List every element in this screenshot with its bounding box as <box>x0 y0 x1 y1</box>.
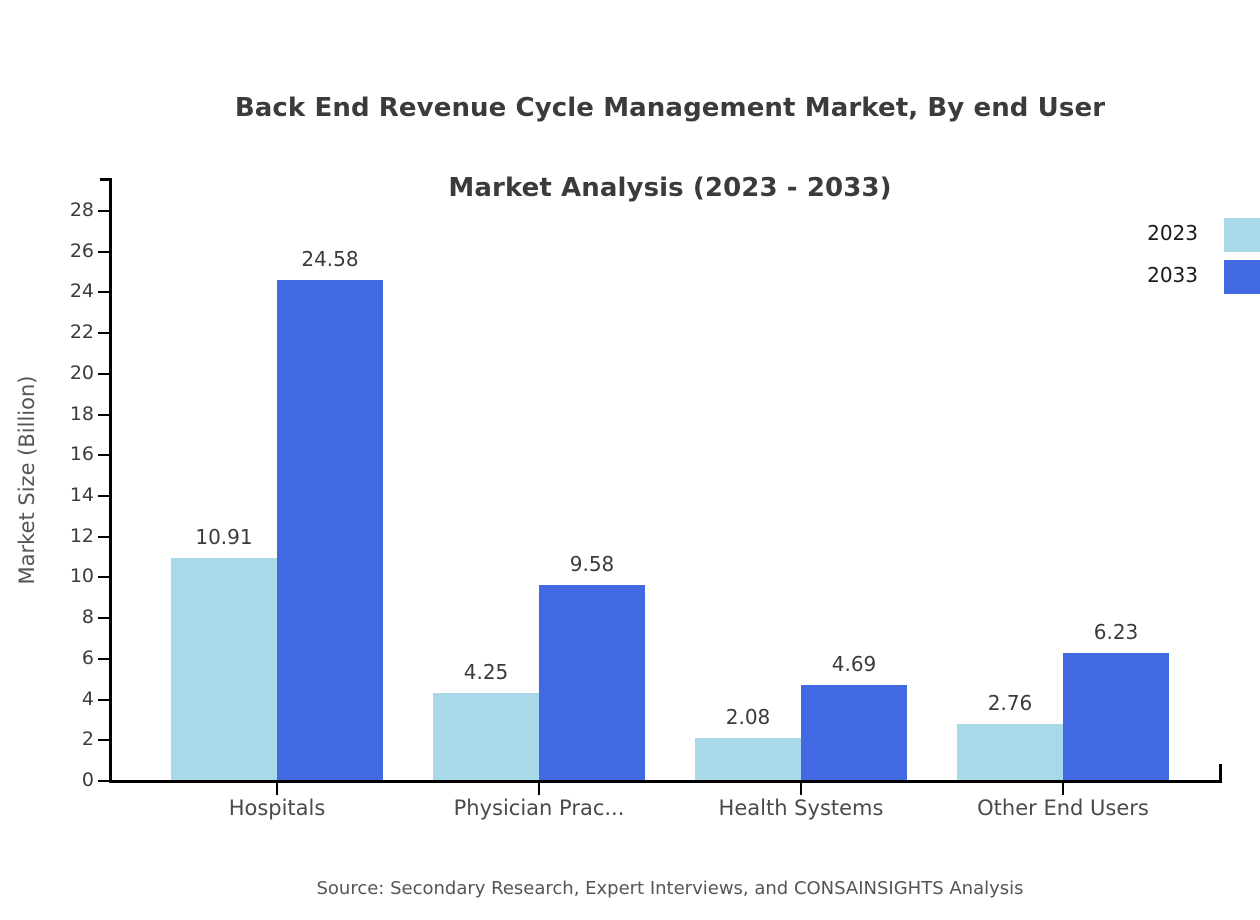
bar-value-label-2023-hospitals: 10.91 <box>195 524 253 549</box>
x-tick-label-health-systems: Health Systems <box>718 796 884 820</box>
y-tick-2 <box>98 739 110 742</box>
y-tick-6 <box>98 657 110 660</box>
bar-2023-other-end-users[interactable] <box>957 723 1063 780</box>
y-tick-24 <box>98 291 110 294</box>
chart-title-line-1: Back End Revenue Cycle Management Market… <box>234 93 1106 123</box>
legend-swatch-2033 <box>1224 260 1260 294</box>
y-tick-20 <box>98 372 110 375</box>
y-tick-label-22: 22 <box>69 321 94 344</box>
bar-2023-hospitals[interactable] <box>171 557 277 780</box>
bar-value-label-2033-health-systems: 4.69 <box>831 651 877 676</box>
y-tick-26 <box>98 250 110 253</box>
y-tick-label-26: 26 <box>69 239 94 262</box>
x-tick-2 <box>800 783 802 795</box>
y-tick-label-18: 18 <box>69 402 94 425</box>
y-tick-28 <box>98 210 110 212</box>
y-tick-14 <box>98 495 110 497</box>
y-tick-12 <box>98 535 110 538</box>
legend-item-2023[interactable]: 2023 <box>1120 216 1260 258</box>
y-axis-line <box>109 178 112 783</box>
x-tick-1 <box>538 783 540 795</box>
y-tick-22 <box>98 332 110 335</box>
bar-value-label-2033-physician-prac-: 9.58 <box>569 551 615 576</box>
y-tick-label-4: 4 <box>81 687 94 710</box>
source-note: Source: Secondary Research, Expert Inter… <box>316 878 1024 899</box>
legend-item-2033[interactable]: 2033 <box>1120 258 1260 300</box>
bar-2023-physician-prac-[interactable] <box>433 693 539 780</box>
chart-legend[interactable]: 2023 2033 <box>1120 216 1260 300</box>
bar-2033-other-end-users[interactable] <box>1063 653 1169 780</box>
bar-value-label-2023-other-end-users: 2.76 <box>987 690 1033 715</box>
y-tick-label-16: 16 <box>69 443 94 466</box>
y-tick-0 <box>98 780 110 782</box>
x-tick-label-physician-prac-: Physician Prac... <box>453 796 625 820</box>
bar-value-label-2023-physician-prac-: 4.25 <box>463 660 509 685</box>
x-tick-label-other-end-users: Other End Users <box>977 796 1149 820</box>
y-tick-label-14: 14 <box>69 484 94 506</box>
y-tick-label-20: 20 <box>69 361 94 384</box>
y-tick-label-10: 10 <box>69 565 94 588</box>
legend-swatch-2023 <box>1224 218 1260 252</box>
y-tick-8 <box>98 617 110 620</box>
bar-2033-physician-prac-[interactable] <box>539 584 645 780</box>
y-tick-label-28: 28 <box>69 199 94 221</box>
y-axis-title: Market Size (Billion) <box>15 375 39 585</box>
chart-title-line-2: Market Analysis (2023 - 2033) <box>448 173 892 203</box>
y-tick-label-24: 24 <box>69 280 94 303</box>
legend-label-2023: 2023 <box>1147 221 1198 245</box>
legend-label-2033: 2033 <box>1147 263 1198 287</box>
y-tick-label-8: 8 <box>81 606 94 629</box>
x-tick-3 <box>1062 783 1064 795</box>
bar-value-label-2033-other-end-users: 6.23 <box>1093 620 1139 645</box>
y-tick-label-6: 6 <box>81 646 94 669</box>
bar-2023-health-systems[interactable] <box>695 737 801 780</box>
bar-value-label-2033-hospitals: 24.58 <box>301 246 359 271</box>
y-tick-label-12: 12 <box>69 524 94 547</box>
y-tick-label-2: 2 <box>81 728 94 751</box>
x-axis-end-cap <box>1219 764 1222 783</box>
bar-2033-health-systems[interactable] <box>801 684 907 780</box>
y-tick-4 <box>98 698 110 701</box>
bar-value-label-2023-health-systems: 2.08 <box>725 704 771 729</box>
y-axis-top-cap <box>100 178 112 181</box>
y-tick-10 <box>98 576 110 579</box>
x-axis-line <box>110 780 1222 783</box>
y-tick-label-0: 0 <box>81 769 94 791</box>
chart-title: Back End Revenue Cycle Management Market… <box>0 48 1260 248</box>
y-tick-16 <box>98 454 110 457</box>
x-tick-0 <box>276 783 278 795</box>
x-tick-label-hospitals: Hospitals <box>228 796 326 820</box>
y-tick-18 <box>98 413 110 416</box>
bar-2033-hospitals[interactable] <box>277 279 383 780</box>
bars-group <box>110 178 1222 780</box>
